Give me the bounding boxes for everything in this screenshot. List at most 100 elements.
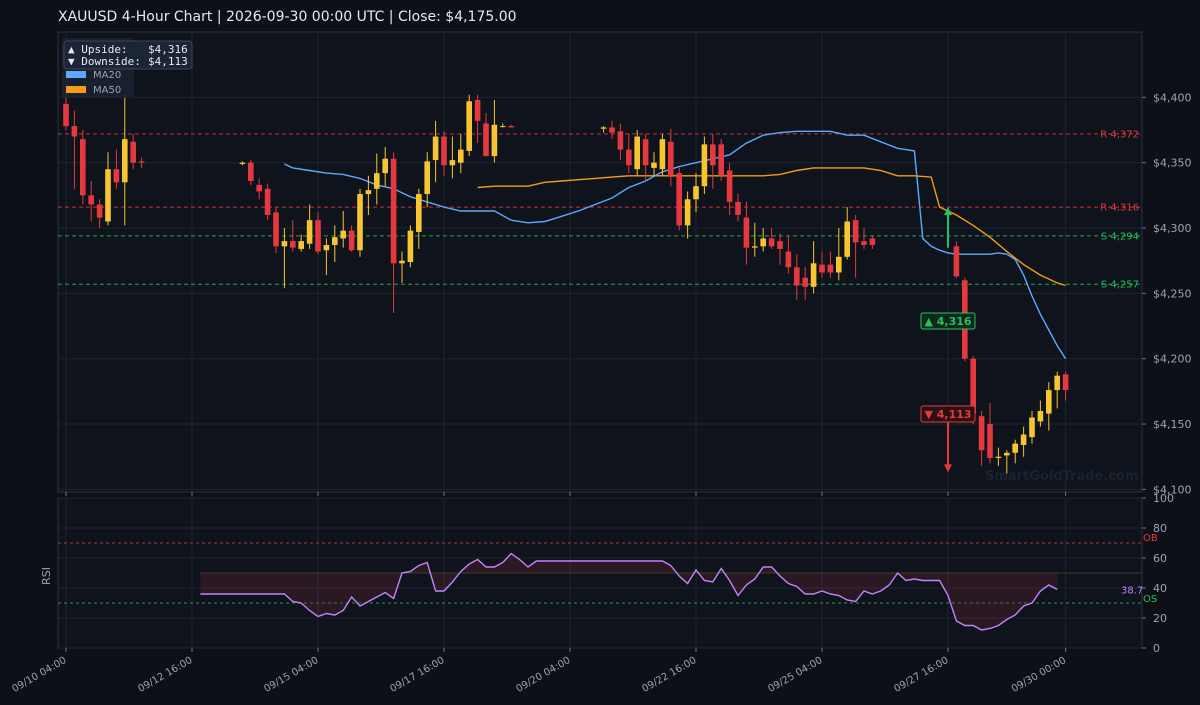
candle-body	[466, 101, 472, 151]
chart-title: XAUUSD 4-Hour Chart | 2026-09-30 00:00 U…	[58, 9, 517, 25]
candle-body	[500, 126, 506, 128]
candle-body	[970, 358, 976, 414]
candle-body	[600, 127, 607, 129]
price-axis: $4,100 $4,150 $4,200 $4,250 $4,300 $4,350 $4,4…	[1142, 91, 1192, 496]
rsi-tick-label: 40	[1153, 582, 1167, 595]
candle-body	[802, 277, 808, 287]
downside-target-label: ▼ 4,113	[924, 408, 971, 421]
candle-body	[777, 241, 783, 249]
rsi-tick-label: 0	[1153, 642, 1160, 655]
candle-body	[609, 127, 615, 133]
price-grid	[58, 32, 1142, 492]
candle-body	[248, 162, 254, 181]
candle-body	[626, 149, 632, 166]
level-label: S 4,294	[1101, 231, 1139, 242]
candle-body	[710, 144, 716, 166]
ma20-line	[284, 130, 1067, 360]
candle-body	[273, 212, 279, 247]
candle-body	[1004, 452, 1010, 456]
candle-body	[239, 162, 246, 164]
candle-body	[693, 186, 699, 200]
upside-target-label: ▲ 4,316	[924, 315, 971, 328]
legend-downside-value: $4,113	[148, 55, 188, 68]
moving-averages	[284, 130, 1067, 360]
candle-body	[1029, 417, 1035, 438]
candle-body	[1020, 434, 1027, 445]
price-tick-label: $4,200	[1153, 353, 1192, 366]
candle-body	[357, 194, 363, 251]
candle-body	[642, 139, 649, 166]
candle-body	[508, 126, 514, 128]
candle-body	[63, 103, 69, 127]
candle-body	[785, 251, 792, 268]
legend-upside-value: $4,316	[148, 43, 188, 56]
support-resistance-levels: R 4,372 R 4,316 S 4,294 S 4,257	[58, 129, 1142, 291]
candle-body	[743, 217, 750, 248]
rsi-line	[200, 552, 1058, 631]
candle-body	[1046, 390, 1052, 414]
rsi-series: 38.7	[200, 552, 1143, 631]
candle-body	[340, 230, 346, 239]
rsi-axis: 0 20 40 60 80 100	[1142, 492, 1174, 655]
candle-body	[323, 245, 330, 251]
candle-body	[760, 238, 766, 247]
candle-body	[432, 136, 439, 161]
candle-body	[88, 195, 94, 205]
rsi-tick-label: 60	[1153, 552, 1167, 565]
candle-body	[441, 136, 447, 166]
candle-body	[659, 139, 666, 170]
candlesticks	[63, 90, 1069, 474]
candle-body	[995, 456, 1002, 459]
target-summary-box	[63, 40, 193, 70]
legend: ▲ Upside: $4,316 ▼ Downside: $4,113 MA20…	[62, 38, 193, 98]
candle-body	[113, 169, 120, 183]
legend-ma20-swatch	[66, 71, 86, 78]
candle-body	[332, 237, 338, 246]
candle-body	[617, 131, 624, 150]
candle-body	[735, 201, 741, 215]
candle-body	[726, 170, 733, 202]
candle-body	[256, 184, 262, 192]
candle-body	[794, 267, 800, 286]
candle-body	[483, 123, 489, 157]
price-tick-label: $4,150	[1153, 418, 1192, 431]
candle-body	[1012, 443, 1018, 453]
candle-body	[306, 220, 313, 244]
candle-body	[474, 99, 481, 121]
candle-body	[130, 141, 136, 163]
candle-body	[80, 139, 86, 196]
downside-arrowhead	[944, 464, 952, 473]
candle-body	[399, 260, 405, 264]
candle-body	[1037, 410, 1044, 422]
candle-body	[315, 220, 321, 252]
target-markers: ▲ 4,316 ▼ 4,113	[920, 207, 976, 473]
price-tick-label: $4,350	[1153, 157, 1192, 170]
candle-body	[407, 230, 414, 262]
candle-body	[390, 158, 397, 264]
candle-body	[491, 124, 498, 157]
candle-body	[449, 160, 456, 166]
candle-body	[684, 199, 691, 226]
candle-body	[264, 188, 271, 215]
candle-body	[668, 141, 674, 176]
upside-target-badge	[920, 312, 976, 330]
candle-body	[1054, 375, 1060, 391]
candle-body	[836, 256, 842, 273]
candle-body	[105, 169, 111, 222]
candle-body	[861, 241, 867, 246]
price-tick-label: $4,100	[1153, 483, 1192, 496]
candle-body	[424, 161, 430, 195]
candle-body	[869, 238, 876, 246]
candle-body	[281, 241, 288, 247]
candle-body	[458, 149, 464, 163]
legend-downside-label: ▼ Downside:	[68, 55, 141, 68]
candle-body	[768, 238, 775, 247]
price-tick-label: $4,250	[1153, 287, 1192, 300]
candle-body	[978, 416, 985, 451]
candle-body	[416, 194, 422, 232]
candle-body	[718, 144, 724, 176]
price-tick-label: $4,300	[1153, 222, 1192, 235]
legend-upside-label: ▲ Upside:	[68, 43, 128, 56]
candle-body	[852, 220, 859, 243]
